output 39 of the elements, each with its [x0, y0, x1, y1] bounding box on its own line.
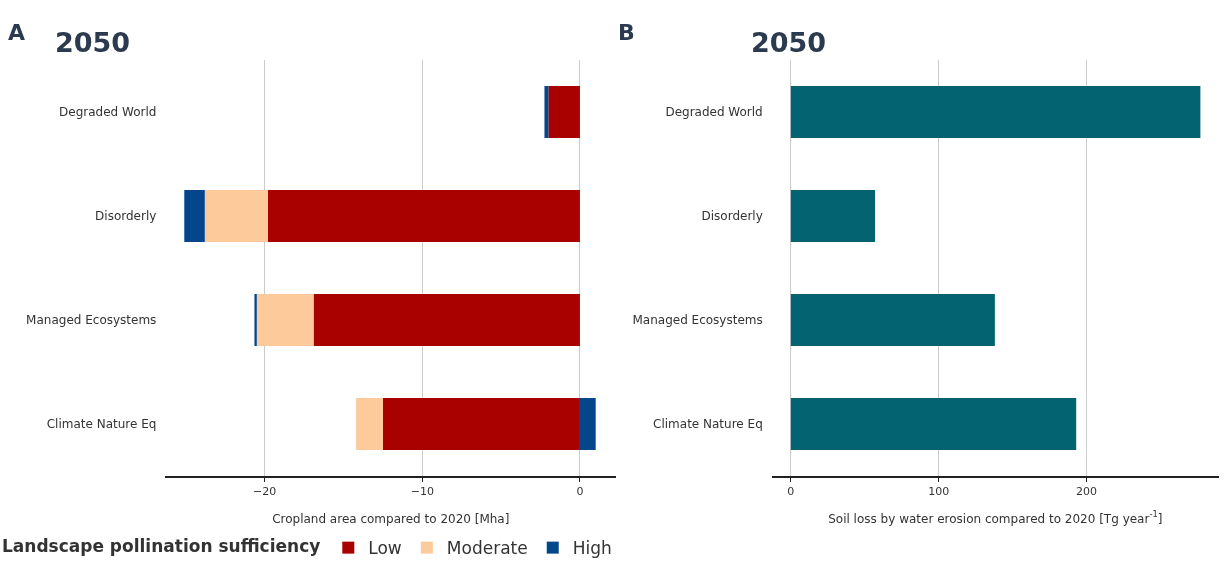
text: A — [8, 20, 26, 45]
y-tick-label: Managed Ecosystems — [632, 313, 763, 328]
bar — [790, 190, 876, 242]
bar — [790, 86, 1201, 138]
bar — [254, 294, 257, 346]
bar — [790, 398, 1077, 450]
bar — [184, 190, 205, 242]
y-tick-label: Degraded World — [665, 105, 763, 120]
legend-label: Moderate — [446, 538, 528, 559]
bar — [579, 398, 596, 450]
y-tick-label: Managed Ecosystems — [26, 313, 157, 328]
y-tick-label: Climate Nature Eq — [653, 417, 763, 432]
bar — [356, 398, 383, 450]
chart-title: 2050 — [751, 27, 827, 58]
legend-label: Low — [368, 538, 402, 559]
bar — [267, 190, 580, 242]
bar — [256, 294, 314, 346]
x-axis-title: Soil loss by water erosion compared to 2020 [Tg year$^{-1}$] — [828, 509, 1163, 526]
text: B — [618, 20, 635, 45]
x-tick-label: −10 — [410, 484, 434, 498]
y-tick-label: Climate Nature Eq — [46, 417, 157, 432]
chart-title: 2050 — [55, 27, 131, 58]
x-tick-label: −20 — [253, 484, 277, 498]
x-tick-label: 100 — [928, 484, 950, 498]
y-tick-label: Disorderly — [95, 209, 157, 224]
x-tick-label: 0 — [787, 484, 795, 498]
bar — [204, 190, 268, 242]
legend-label: High — [572, 538, 612, 559]
bar — [382, 398, 580, 450]
y-tick-label: Disorderly — [701, 209, 763, 224]
y-tick-label: Degraded World — [59, 105, 157, 120]
x-tick-label: 200 — [1076, 484, 1098, 498]
bar — [544, 86, 549, 138]
bar — [313, 294, 580, 346]
bar — [790, 294, 995, 346]
bar — [548, 86, 580, 138]
x-axis-title: Cropland area compared to 2020 [Mha] — [272, 511, 510, 526]
legend-title: Landscape pollination sufficiency — [2, 536, 321, 557]
x-tick-label: 0 — [576, 484, 584, 498]
